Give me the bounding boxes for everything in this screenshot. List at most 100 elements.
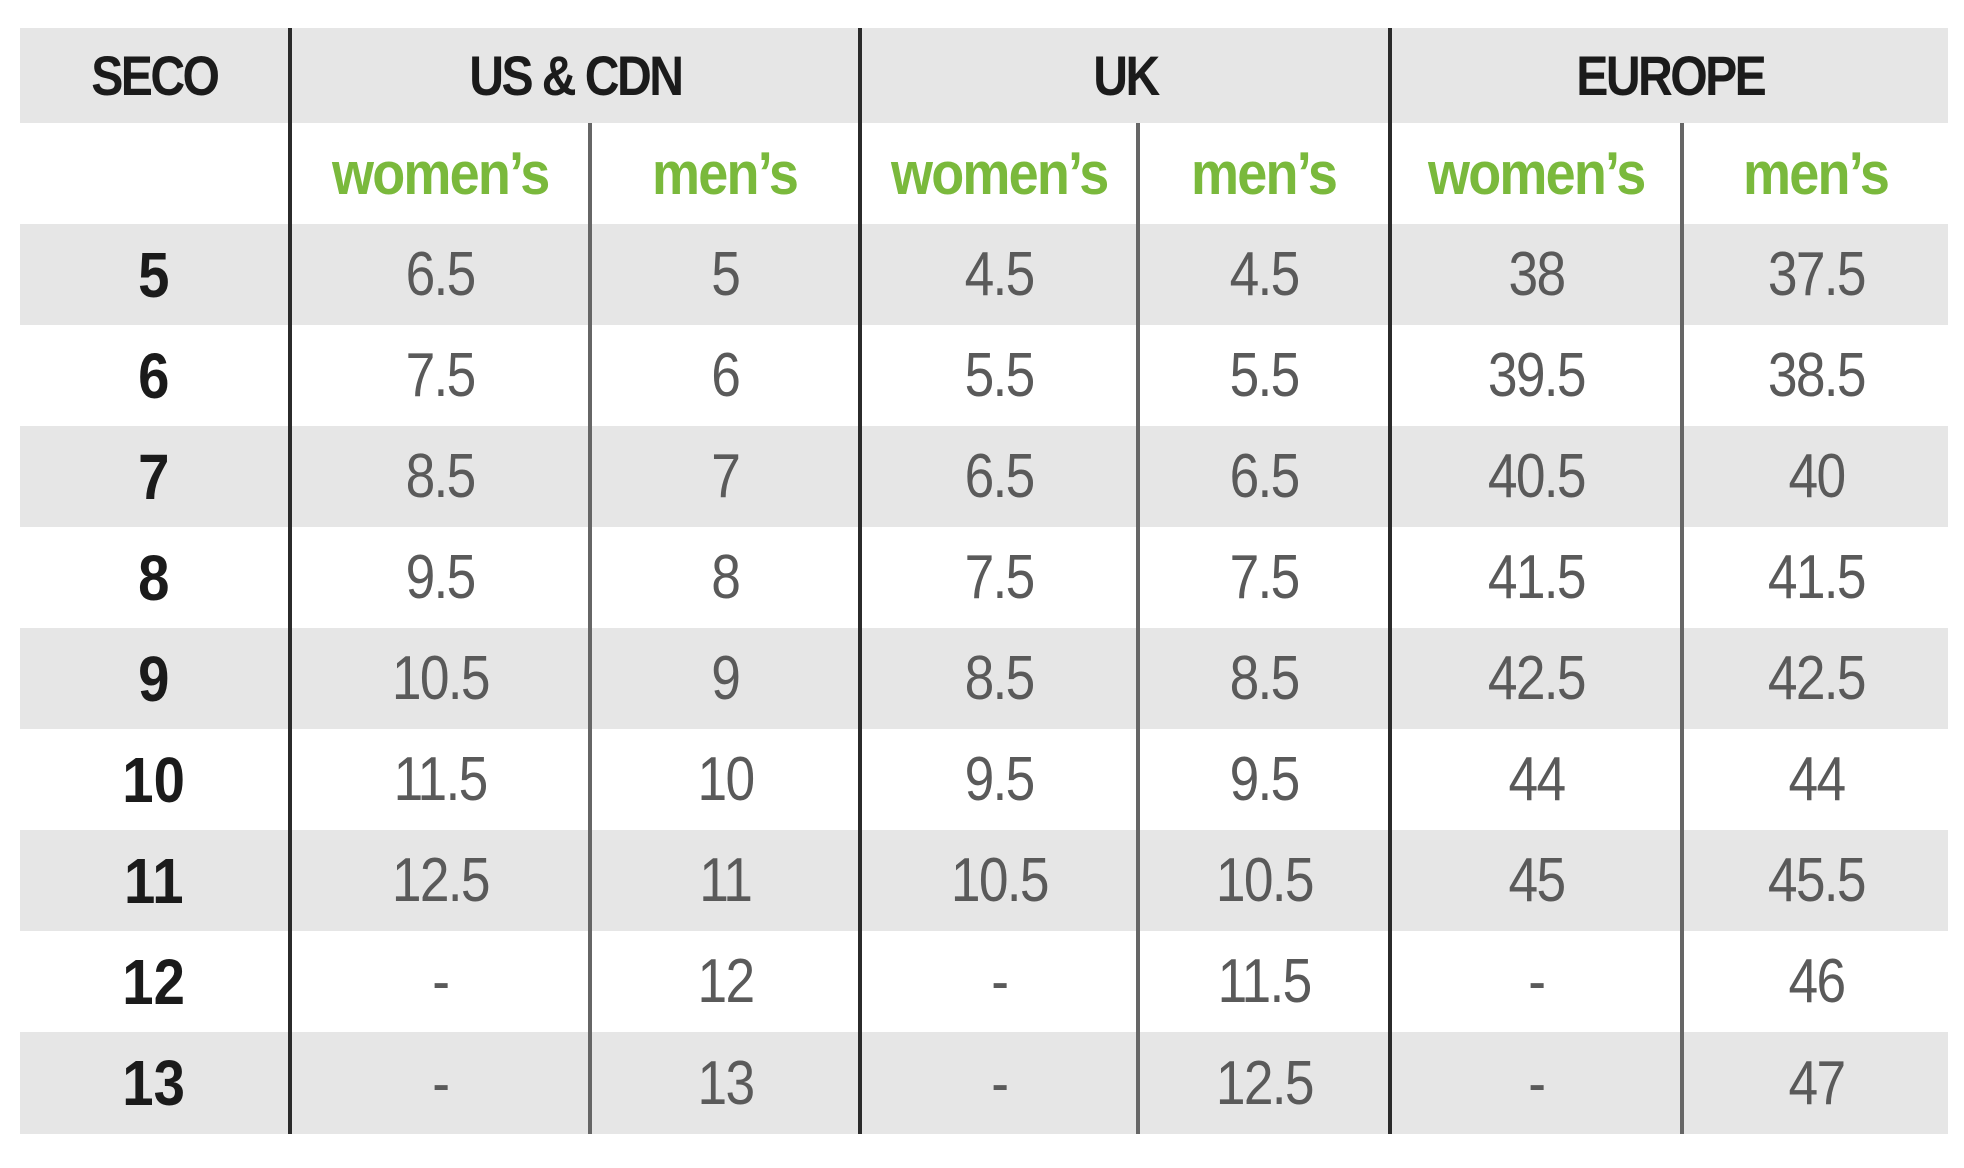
size-value-cell: 11.5 [1135,931,1391,1032]
size-value-cell: 9.5 [288,527,590,628]
size-value-cell: - [858,931,1138,1032]
size-value: 7.5 [405,341,477,410]
size-value-cell: 41.5 [1388,527,1683,628]
size-value-cell: 8.5 [1135,628,1391,729]
seco-size-value: 8 [138,541,170,614]
gender-header-uk-men: men’s [1135,123,1391,224]
seco-size-cell: 6 [20,325,290,426]
size-value-cell: 10.5 [1135,830,1391,931]
gender-header-row: women’s men’s women’s men’s women’s men’… [20,123,1949,224]
size-value: 37.5 [1767,240,1867,309]
size-value-cell: 46 [1680,931,1949,1032]
size-value-cell: 4.5 [1135,224,1391,325]
size-value-cell: 11 [588,830,860,931]
size-value: 5.5 [1229,341,1301,410]
size-value-cell: 10.5 [858,830,1138,931]
size-value: 44 [1788,745,1846,814]
seco-size-value: 13 [122,1047,186,1119]
size-value-cell: - [288,1032,590,1134]
size-value: 8.5 [405,442,477,511]
size-value: 11.5 [393,745,489,814]
size-value: 41.5 [1767,543,1867,612]
size-value: 38.5 [1767,341,1867,410]
group-header-row: SECO US & CDN UK EUROPE [20,28,1949,123]
size-value-cell: 41.5 [1680,527,1949,628]
seco-size-cell: 12 [20,931,290,1032]
size-value-cell: - [858,1032,1138,1134]
size-value: 45.5 [1767,846,1867,915]
seco-size-value: 9 [138,642,170,715]
size-value: 39.5 [1487,341,1587,410]
size-value: 13 [697,1048,755,1118]
seco-size-value: 12 [122,945,186,1018]
size-value-cell: 9.5 [858,729,1138,830]
gender-header-label: men’s [652,140,799,207]
size-value-cell: 4.5 [858,224,1138,325]
size-value: 40.5 [1487,442,1587,511]
table-body: 5 6.5 5 4.5 4.5 38 37.5 6 7.5 6 5.5 5.5 39.5 38.5 7 8.5… [20,224,1949,1134]
size-value-cell: 45.5 [1680,830,1949,931]
group-header-uk: UK [857,28,1391,123]
size-value-cell: 7.5 [858,527,1138,628]
size-value: 44 [1508,745,1566,814]
group-header-label: SECO [90,44,220,107]
size-value: - [990,1048,1009,1118]
gender-header-label: men’s [1743,140,1890,207]
size-value: 42.5 [1767,644,1867,713]
gender-header-label: women’s [331,140,550,207]
size-value-cell: 9 [588,628,860,729]
group-header-us-cdn: US & CDN [288,28,860,123]
size-value-cell: 37.5 [1680,224,1949,325]
size-value: 8 [711,543,741,612]
size-value-cell: 8.5 [288,426,590,527]
size-value-cell: 6.5 [858,426,1138,527]
size-value: 6.5 [964,442,1036,511]
size-value: 9.5 [405,543,477,612]
size-value: 10.5 [950,846,1050,915]
seco-size-cell: 5 [20,224,290,325]
table-row: 7 8.5 7 6.5 6.5 40.5 40 [20,426,1949,527]
size-value-cell: 11.5 [288,729,590,830]
size-value: 5 [711,240,741,309]
size-value: 40 [1788,442,1846,511]
seco-size-value: 11 [124,844,184,917]
size-value: - [431,947,450,1016]
size-value: 41.5 [1487,543,1587,612]
gender-header-us-women: women’s [288,123,590,224]
size-value-cell: 12.5 [288,830,590,931]
size-value: 11 [699,846,753,915]
size-value: 7.5 [964,543,1036,612]
size-value-cell: 47 [1680,1032,1949,1134]
size-value-cell: - [288,931,590,1032]
size-value: 5.5 [964,341,1036,410]
size-value-cell: 38.5 [1680,325,1949,426]
size-value: 6.5 [1229,442,1301,511]
size-value: 38 [1508,240,1566,309]
size-value-cell: 7 [588,426,860,527]
size-value-cell: 42.5 [1680,628,1949,729]
seco-size-cell: 13 [20,1032,290,1134]
group-header-seco: SECO [20,28,290,123]
size-value: 8.5 [1229,644,1301,713]
size-value: 11.5 [1217,947,1313,1016]
size-value: - [1527,1048,1546,1118]
seco-size-cell: 10 [20,729,290,830]
table-row: 9 10.5 9 8.5 8.5 42.5 42.5 [20,628,1949,729]
size-value-cell: 5 [588,224,860,325]
seco-size-cell: 8 [20,527,290,628]
size-value: 6 [711,341,741,410]
gender-header-uk-women: women’s [858,123,1138,224]
size-value: 10 [697,745,755,814]
group-header-europe: EUROPE [1388,28,1949,123]
gender-header-us-men: men’s [588,123,860,224]
seco-size-value: 10 [122,743,186,816]
size-value: 7 [711,442,741,511]
size-value-cell: 39.5 [1388,325,1683,426]
table-row: 12 - 12 - 11.5 - 46 [20,931,1949,1032]
size-value-cell: 6 [588,325,860,426]
size-value: 4.5 [1229,240,1301,309]
size-value-cell: 44 [1388,729,1683,830]
size-value: 10.5 [1215,846,1315,915]
group-header-label: UK [1092,44,1160,107]
table-row: 8 9.5 8 7.5 7.5 41.5 41.5 [20,527,1949,628]
